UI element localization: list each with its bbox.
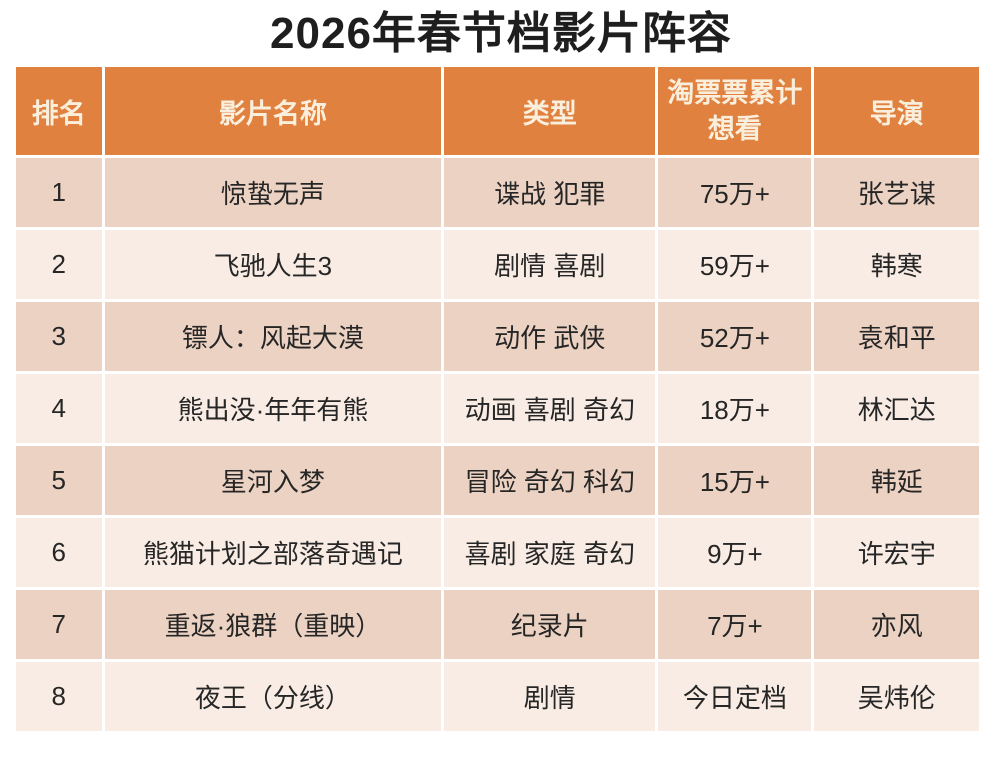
cell-genre: 动画 喜剧 奇幻 bbox=[444, 374, 656, 443]
cell-director: 韩延 bbox=[814, 446, 979, 515]
movie-lineup-table: 排名 影片名称 类型 淘票票累计 想看 导演 1 惊蛰无声 谍战 犯罪 75万+… bbox=[13, 64, 982, 734]
cell-rank: 1 bbox=[16, 158, 102, 227]
cell-director: 张艺谋 bbox=[814, 158, 979, 227]
table-row: 1 惊蛰无声 谍战 犯罪 75万+ 张艺谋 bbox=[16, 158, 979, 227]
table-row: 3 镖人：风起大漠 动作 武侠 52万+ 袁和平 bbox=[16, 302, 979, 371]
cell-genre: 喜剧 家庭 奇幻 bbox=[444, 518, 656, 587]
page-title: 2026年春节档影片阵容 bbox=[270, 9, 732, 58]
cell-want-count: 59万+ bbox=[658, 230, 812, 299]
table-row: 5 星河入梦 冒险 奇幻 科幻 15万+ 韩延 bbox=[16, 446, 979, 515]
cell-director: 吴炜伦 bbox=[814, 662, 979, 731]
cell-director: 林汇达 bbox=[814, 374, 979, 443]
cell-genre: 动作 武侠 bbox=[444, 302, 656, 371]
header-row: 排名 影片名称 类型 淘票票累计 想看 导演 bbox=[16, 67, 979, 155]
cell-movie-name: 夜王（分线） bbox=[104, 662, 442, 731]
column-header-rank: 排名 bbox=[16, 67, 102, 155]
cell-genre: 谍战 犯罪 bbox=[444, 158, 656, 227]
cell-rank: 8 bbox=[16, 662, 102, 731]
cell-director: 亦风 bbox=[814, 590, 979, 659]
cell-movie-name: 熊猫计划之部落奇遇记 bbox=[104, 518, 442, 587]
cell-movie-name: 飞驰人生3 bbox=[104, 230, 442, 299]
cell-rank: 6 bbox=[16, 518, 102, 587]
table-row: 7 重返·狼群（重映） 纪录片 7万+ 亦风 bbox=[16, 590, 979, 659]
cell-movie-name: 熊出没·年年有熊 bbox=[104, 374, 442, 443]
table-row: 6 熊猫计划之部落奇遇记 喜剧 家庭 奇幻 9万+ 许宏宇 bbox=[16, 518, 979, 587]
cell-want-count: 18万+ bbox=[658, 374, 812, 443]
table-header: 排名 影片名称 类型 淘票票累计 想看 导演 bbox=[16, 67, 979, 155]
cell-rank: 5 bbox=[16, 446, 102, 515]
cell-genre: 冒险 奇幻 科幻 bbox=[444, 446, 656, 515]
cell-want-count: 75万+ bbox=[658, 158, 812, 227]
cell-want-count: 15万+ bbox=[658, 446, 812, 515]
column-header-director: 导演 bbox=[814, 67, 979, 155]
cell-want-count: 今日定档 bbox=[658, 662, 812, 731]
table-row: 4 熊出没·年年有熊 动画 喜剧 奇幻 18万+ 林汇达 bbox=[16, 374, 979, 443]
cell-genre: 纪录片 bbox=[444, 590, 656, 659]
cell-movie-name: 重返·狼群（重映） bbox=[104, 590, 442, 659]
cell-rank: 7 bbox=[16, 590, 102, 659]
cell-rank: 2 bbox=[16, 230, 102, 299]
cell-rank: 4 bbox=[16, 374, 102, 443]
table-row: 2 飞驰人生3 剧情 喜剧 59万+ 韩寒 bbox=[16, 230, 979, 299]
cell-genre: 剧情 bbox=[444, 662, 656, 731]
cell-director: 许宏宇 bbox=[814, 518, 979, 587]
cell-director: 韩寒 bbox=[814, 230, 979, 299]
column-header-movie-name: 影片名称 bbox=[104, 67, 442, 155]
column-header-want-count: 淘票票累计 想看 bbox=[658, 67, 812, 155]
cell-movie-name: 镖人：风起大漠 bbox=[104, 302, 442, 371]
cell-rank: 3 bbox=[16, 302, 102, 371]
cell-want-count: 52万+ bbox=[658, 302, 812, 371]
cell-movie-name: 惊蛰无声 bbox=[104, 158, 442, 227]
cell-movie-name: 星河入梦 bbox=[104, 446, 442, 515]
column-header-genre: 类型 bbox=[444, 67, 656, 155]
cell-want-count: 9万+ bbox=[658, 518, 812, 587]
table-body: 1 惊蛰无声 谍战 犯罪 75万+ 张艺谋 2 飞驰人生3 剧情 喜剧 59万+… bbox=[16, 158, 979, 731]
cell-want-count: 7万+ bbox=[658, 590, 812, 659]
cell-genre: 剧情 喜剧 bbox=[444, 230, 656, 299]
table-row: 8 夜王（分线） 剧情 今日定档 吴炜伦 bbox=[16, 662, 979, 731]
cell-director: 袁和平 bbox=[814, 302, 979, 371]
